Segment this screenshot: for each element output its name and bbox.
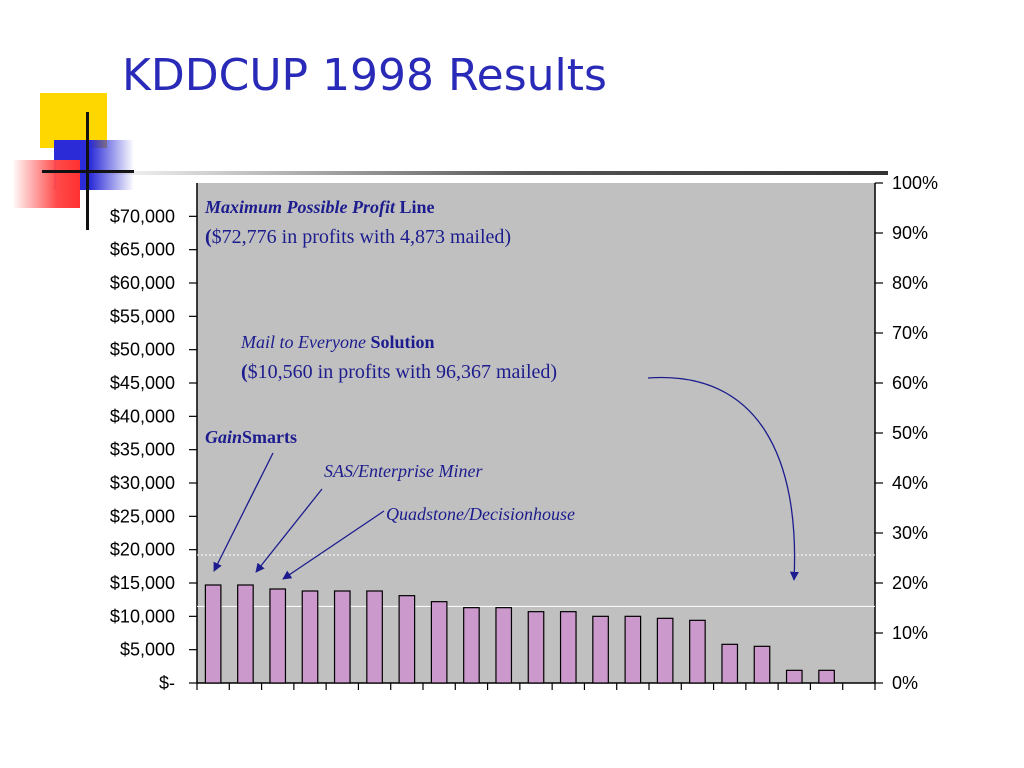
- y2-tick-label: 90%: [892, 223, 928, 243]
- bar: [721, 643, 739, 684]
- arrow-quadstone: [282, 510, 385, 580]
- arrow-gainsmarts: [213, 452, 274, 572]
- y-tick-label: $25,000: [110, 506, 175, 526]
- y-tick-label: $35,000: [110, 440, 175, 460]
- x-axis: [196, 682, 876, 690]
- plot-area: [197, 183, 875, 683]
- y2-tick-label: 70%: [892, 323, 928, 343]
- y2-tick-label: 40%: [892, 473, 928, 493]
- y2-tick-label: 100%: [892, 173, 938, 193]
- bar: [204, 584, 222, 684]
- y-tick-label: $45,000: [110, 373, 175, 393]
- y-tick-label: $5,000: [120, 640, 175, 660]
- bar: [689, 619, 706, 684]
- y-tick-label: $15,000: [110, 573, 175, 593]
- title-underline-rule: [88, 171, 888, 175]
- bar-series: [204, 584, 835, 684]
- bar: [592, 615, 609, 684]
- y2-tick-label: 60%: [892, 373, 928, 393]
- bar: [495, 607, 513, 684]
- arrow-mail-everyone: [647, 376, 799, 581]
- y-tick-label: $50,000: [110, 340, 175, 360]
- y-tick-label: $55,000: [110, 306, 175, 326]
- y2-tick-label: 50%: [892, 423, 928, 443]
- bar: [237, 584, 254, 684]
- bar: [753, 645, 771, 684]
- annotation-mail-everyone-line2: ($10,560 in profits with 96,367 mailed): [241, 361, 557, 383]
- y-tick-label: $65,000: [110, 240, 175, 260]
- bar: [463, 607, 480, 684]
- annotation-max-profit-line1: Maximum Possible Profit Line: [204, 197, 435, 217]
- y-tick-label: $60,000: [110, 273, 175, 293]
- y2-tick-label: 20%: [892, 573, 928, 593]
- y-tick-label: $-: [159, 673, 175, 693]
- bar: [398, 595, 416, 684]
- bar: [656, 617, 674, 684]
- decor-red-square: [14, 160, 80, 208]
- annotation-max-profit-line2: ($72,776 in profits with 4,873 mailed): [205, 226, 511, 248]
- bar: [527, 611, 545, 684]
- y-tick-label: $40,000: [110, 406, 175, 426]
- decor-yellow-square: [40, 93, 107, 148]
- y-axis-right: 0% 10% 20% 30% 40% 50% 60% 70% 80% 90% 100%: [874, 173, 938, 693]
- y2-tick-label: 80%: [892, 273, 928, 293]
- bar: [366, 590, 383, 684]
- annotation-gainsmarts: GainSmarts: [205, 427, 297, 447]
- bar: [333, 590, 351, 684]
- bar: [818, 669, 835, 684]
- annotation-sas: SAS/Enterprise Miner: [324, 461, 483, 481]
- y2-tick-label: 0%: [892, 673, 918, 693]
- y-tick-label: $70,000: [110, 206, 175, 226]
- y2-tick-label: 30%: [892, 523, 928, 543]
- y-tick-label: $20,000: [110, 540, 175, 560]
- y2-tick-label: 10%: [892, 623, 928, 643]
- bar: [624, 615, 642, 684]
- y-tick-label: $10,000: [110, 606, 175, 626]
- annotation-quadstone: Quadstone/Decisionhouse: [386, 504, 575, 524]
- bar: [430, 601, 448, 684]
- arrow-sas: [255, 488, 323, 573]
- bar: [269, 588, 287, 684]
- bar: [301, 590, 319, 684]
- bar: [559, 611, 577, 684]
- annotation-mail-everyone-line1: Mail to Everyone Solution: [240, 332, 435, 352]
- bar: [785, 669, 803, 684]
- y-axis-left: $- $5,000 $10,000 $15,000 $20,000 $25,000 $30,…: [110, 183, 198, 693]
- slide-title: KDDCUP 1998 Results: [122, 50, 607, 101]
- y-tick-label: $30,000: [110, 473, 175, 493]
